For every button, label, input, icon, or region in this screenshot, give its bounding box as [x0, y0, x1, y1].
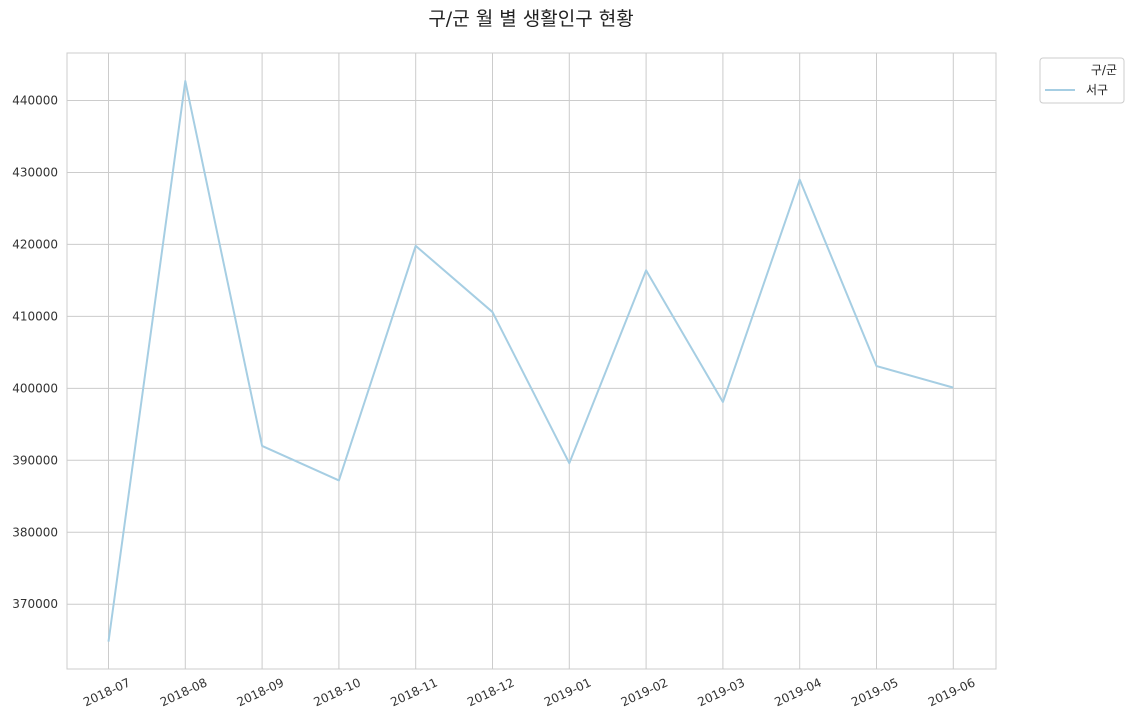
- x-tick-label-11: 2019-06: [926, 675, 977, 709]
- chart-title: 구/군 월 별 생활인구 현황: [428, 8, 633, 30]
- legend: 구/군 서구: [1039, 57, 1125, 104]
- y-tick-label-1: 380000: [12, 525, 58, 539]
- x-tick-label-4: 2018-11: [388, 675, 439, 709]
- y-tick-label-6: 430000: [12, 165, 58, 179]
- x-tick-label-6: 2019-01: [542, 675, 593, 709]
- x-tick-label-3: 2018-10: [312, 675, 363, 709]
- x-tick-label-2: 2018-09: [235, 675, 286, 709]
- y-tick-label-3: 400000: [12, 381, 58, 395]
- series-layer: [107, 80, 954, 642]
- y-tick-label-0: 370000: [12, 597, 58, 611]
- series-line-1: [107, 80, 954, 642]
- x-tick-label-0: 2018-07: [81, 675, 132, 709]
- grid-lines: [67, 53, 996, 669]
- y-tick-label-2: 390000: [12, 453, 58, 467]
- y-tick-label-7: 440000: [12, 93, 58, 107]
- y-axis-ticks: 370000 380000 390000 400000 410000 420000 4300…: [12, 93, 58, 611]
- legend-label-series-1: 서구: [1086, 83, 1108, 97]
- legend-box: [1039, 57, 1125, 104]
- x-tick-label-1: 2018-08: [158, 675, 209, 709]
- x-tick-label-9: 2019-04: [772, 675, 823, 709]
- x-tick-label-5: 2018-12: [465, 675, 516, 709]
- x-tick-label-8: 2019-03: [696, 675, 747, 709]
- plot-area: [66, 52, 997, 670]
- y-tick-label-5: 420000: [12, 237, 58, 251]
- x-axis-ticks: 2018-07 2018-08 2018-09 2018-10 2018-11 2018-…: [81, 675, 977, 709]
- x-tick-label-7: 2019-02: [619, 675, 670, 709]
- y-tick-label-4: 410000: [12, 309, 58, 323]
- x-tick-label-10: 2019-05: [849, 675, 900, 709]
- legend-title: 구/군: [1091, 63, 1117, 77]
